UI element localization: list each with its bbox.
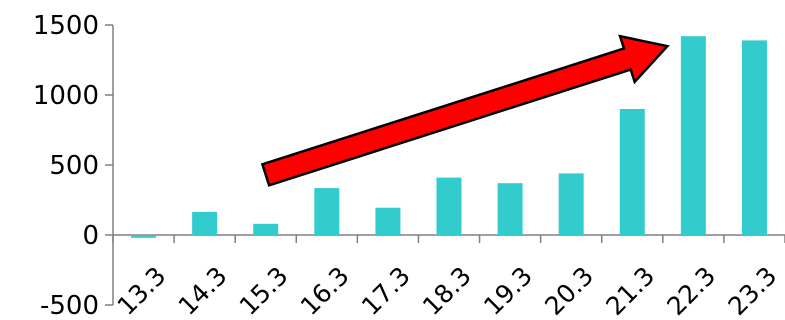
x-tick-label: 21.3 — [600, 261, 660, 320]
bar — [314, 188, 340, 235]
bar — [253, 223, 279, 235]
x-tick-label: 14.3 — [173, 261, 233, 320]
bar — [741, 40, 767, 236]
bar — [192, 211, 218, 235]
y-tick-label: 1500 — [33, 11, 99, 41]
bar — [619, 109, 645, 235]
x-tick-label: 18.3 — [417, 261, 477, 320]
x-tick-label: 20.3 — [539, 261, 599, 320]
bar — [131, 235, 157, 238]
y-axis: -500 0 500 1000 1500 — [33, 11, 114, 320]
y-tick-label: 500 — [49, 151, 99, 181]
x-tick-label: 23.3 — [723, 261, 783, 320]
x-tick-label: 15.3 — [234, 261, 294, 320]
x-tick-label: 16.3 — [295, 261, 355, 320]
trend-arrow — [260, 34, 670, 187]
x-tick-label: 13.3 — [112, 261, 172, 320]
bar — [436, 177, 462, 235]
annotations — [260, 34, 670, 187]
y-tick-label: -500 — [40, 291, 99, 320]
bar — [680, 36, 706, 236]
bar — [375, 207, 401, 235]
bar — [558, 173, 584, 235]
bar-series — [131, 36, 767, 238]
x-tick-label: 19.3 — [478, 261, 538, 320]
x-tick-label: 22.3 — [661, 261, 721, 320]
y-tick-label: 0 — [82, 221, 99, 251]
bar — [497, 183, 523, 235]
y-tick-label: 1000 — [33, 81, 99, 111]
x-tick-label: 17.3 — [356, 261, 416, 320]
x-axis: 13.3 14.3 15.3 16.3 17.3 18.3 19.3 20.3 21.3 22.3… — [112, 234, 785, 320]
